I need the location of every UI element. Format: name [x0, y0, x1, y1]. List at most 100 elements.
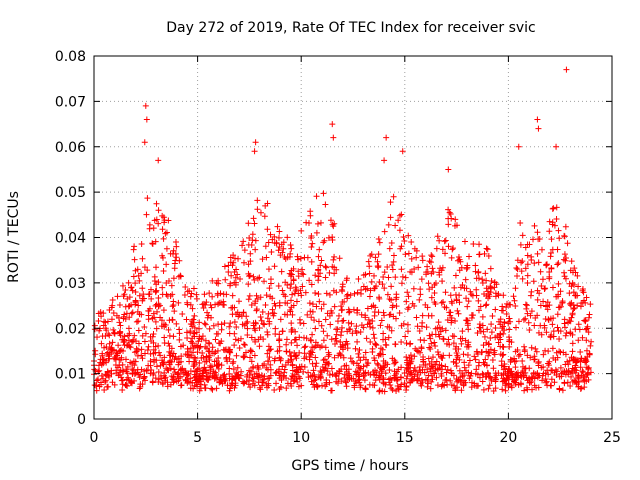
data-point: [408, 371, 415, 378]
data-point: [377, 365, 384, 372]
data-point: [499, 386, 506, 393]
data-point: [428, 294, 435, 301]
data-point: [519, 258, 526, 265]
data-point: [389, 386, 396, 393]
data-point: [527, 312, 534, 319]
data-point: [285, 357, 292, 364]
data-point: [395, 217, 402, 224]
data-point: [264, 315, 271, 322]
data-point: [403, 354, 410, 361]
data-point: [428, 378, 435, 385]
data-point: [105, 383, 112, 390]
data-point: [178, 353, 185, 360]
data-point: [580, 377, 587, 384]
data-point: [150, 339, 157, 346]
data-point: [139, 255, 146, 262]
data-point: [464, 320, 471, 327]
data-point: [168, 373, 175, 380]
data-point: [380, 336, 387, 343]
data-point: [261, 373, 268, 380]
data-point: [280, 245, 287, 252]
data-point: [480, 328, 487, 335]
data-point: [400, 320, 407, 327]
data-point: [161, 372, 168, 379]
data-point: [450, 372, 457, 379]
data-point: [380, 364, 387, 371]
data-point: [333, 331, 340, 338]
data-point: [191, 324, 198, 331]
data-point: [403, 384, 410, 391]
data-point: [447, 292, 454, 299]
data-point: [163, 245, 170, 252]
data-point: [187, 293, 194, 300]
data-point: [579, 368, 586, 375]
data-point: [249, 237, 256, 244]
data-point: [578, 385, 585, 392]
data-point: [136, 374, 143, 381]
data-point: [503, 311, 510, 317]
data-point: [229, 360, 236, 367]
data-point: [422, 376, 429, 383]
data-point: [483, 245, 490, 252]
data-point: [148, 286, 155, 293]
data-point: [292, 336, 299, 343]
data-point: [170, 379, 177, 386]
data-point: [357, 357, 364, 364]
data-point: [177, 343, 184, 350]
data-point: [310, 367, 317, 374]
data-point: [318, 257, 325, 264]
data-point: [534, 287, 541, 294]
data-point: [419, 366, 426, 373]
data-point: [265, 375, 272, 382]
data-point: [467, 288, 474, 295]
data-point: [263, 364, 270, 371]
data-point: [408, 238, 415, 245]
data-point: [321, 237, 328, 244]
data-point: [269, 236, 276, 243]
data-point: [354, 338, 361, 345]
data-point: [162, 230, 169, 237]
data-point: [251, 277, 258, 284]
data-point: [453, 297, 460, 304]
data-point: [535, 358, 542, 365]
data-point: [326, 291, 333, 298]
data-point: [249, 380, 256, 387]
data-point: [160, 307, 167, 314]
data-point: [248, 358, 255, 365]
data-point: [405, 232, 412, 239]
data-point: [553, 293, 560, 300]
data-point: [111, 329, 118, 336]
data-point: [408, 255, 415, 262]
data-point: [354, 307, 361, 314]
data-point: [419, 257, 426, 264]
data-point: [99, 333, 106, 340]
data-point: [333, 289, 340, 296]
data-point: [399, 148, 406, 155]
data-point: [91, 382, 98, 389]
data-point: [186, 287, 193, 294]
data-point: [419, 379, 426, 386]
data-point: [436, 333, 443, 340]
data-point: [160, 360, 167, 367]
data-point: [566, 300, 573, 307]
data-point: [126, 314, 133, 321]
data-point: [573, 367, 580, 374]
data-point: [583, 325, 590, 332]
data-point: [235, 298, 242, 305]
data-point: [536, 290, 543, 297]
data-point: [445, 221, 452, 228]
data-point: [213, 372, 220, 379]
data-point: [465, 326, 472, 333]
data-point: [108, 346, 115, 353]
data-point: [483, 301, 490, 308]
data-point: [141, 368, 148, 375]
data-point: [190, 319, 197, 326]
data-point: [251, 325, 258, 332]
data-point: [378, 370, 385, 377]
data-point: [524, 261, 531, 268]
data-point: [572, 326, 579, 333]
data-point: [556, 335, 563, 342]
data-point: [499, 303, 506, 310]
data-point: [556, 348, 563, 355]
data-point: [556, 304, 563, 311]
